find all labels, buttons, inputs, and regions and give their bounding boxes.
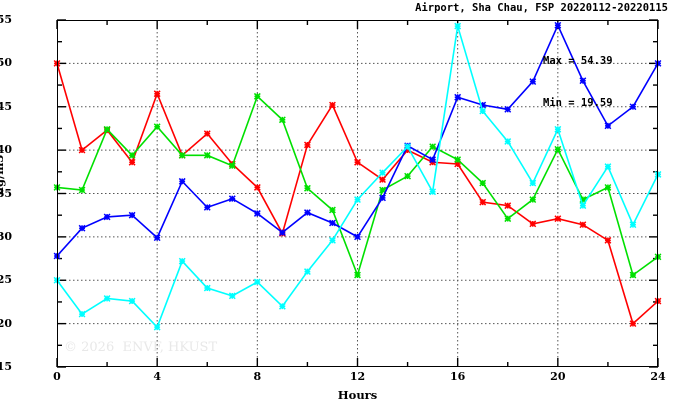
y-tick-label: 40 (0, 143, 12, 157)
x-tick-label: 12 (349, 370, 366, 383)
y-tick-label: 50 (0, 56, 12, 70)
series-day2 (53, 92, 662, 279)
y-tick-label: 15 (0, 360, 12, 373)
chart-canvas (53, 19, 662, 368)
chart-title: Airport, Sha Chau, FSP 20220112-20220115 (415, 2, 668, 14)
plot-frame (57, 20, 658, 367)
watermark-text: © 2026 ENVF, HKUST (64, 340, 218, 355)
x-tick-label: 8 (253, 370, 262, 383)
y-tick-label: 45 (0, 99, 12, 113)
plot-area (53, 19, 662, 368)
x-tick-label: 16 (450, 370, 466, 383)
x-tick-label: 4 (153, 370, 161, 383)
y-tick-label: 30 (0, 229, 12, 243)
x-tick-label: 20 (550, 370, 566, 383)
x-tick-label: 24 (650, 370, 666, 383)
stats-annotation: Max = 54.39 Min = 19.59 (543, 26, 613, 138)
min-value-label: Min = 19.59 (543, 97, 613, 109)
y-tick-label: 20 (0, 316, 12, 330)
series-layer (53, 21, 662, 331)
x-tick-label: 0 (53, 370, 61, 383)
x-axis-label: Hours (337, 388, 378, 402)
y-tick-label: 35 (0, 186, 12, 200)
y-tick-label: 55 (0, 13, 12, 26)
y-tick-label: 25 (0, 273, 12, 287)
max-value-label: Max = 54.39 (543, 55, 613, 67)
